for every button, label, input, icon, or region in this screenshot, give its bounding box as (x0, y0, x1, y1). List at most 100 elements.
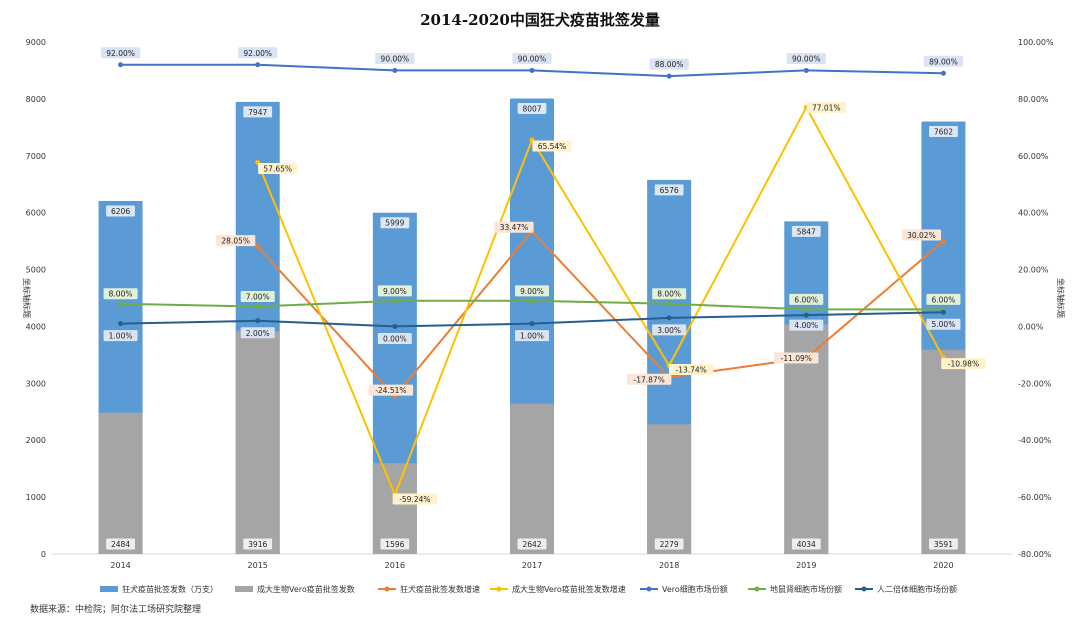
line-label-0-bg (494, 221, 534, 233)
line-label-0-bg (368, 384, 414, 396)
line-point-2 (392, 67, 398, 73)
bar-total-label-bg (106, 205, 135, 217)
line-series-1 (256, 105, 945, 498)
line-label-3: 8.00% (109, 290, 133, 299)
line-label-2-bg (375, 52, 415, 64)
line-label-3: 7.00% (246, 293, 270, 302)
y-left-tick-label: 9000 (26, 38, 46, 47)
legend-swatch-bar (100, 586, 118, 592)
legend-swatch-marker (496, 586, 502, 592)
y-right-tick-label: 60.00% (1018, 152, 1049, 161)
line-label-0-bg (774, 352, 819, 364)
line-label-4: 2.00% (246, 329, 270, 338)
y-right-tick-label: 0.00% (1018, 322, 1044, 331)
legend-label: 地鼠肾细胞市场份额 (770, 584, 842, 594)
line-point-4 (255, 318, 261, 324)
x-tick-label: 2018 (659, 561, 679, 570)
line-label-2: 90.00% (381, 54, 410, 63)
x-tick-label: 2019 (796, 561, 816, 570)
line-series-0 (256, 229, 945, 398)
y-left-tick-label: 8000 (26, 95, 46, 104)
line-point-2 (529, 67, 535, 73)
bar-total-label: 7602 (934, 128, 953, 137)
x-tick-label: 2016 (385, 561, 405, 570)
line-label-0: 28.05% (221, 237, 250, 246)
line-label-2-bg (512, 52, 552, 64)
source-note: 数据来源：中检院；阿尔法工场研究院整理 (30, 603, 201, 615)
line-label-4-bg (652, 324, 687, 336)
line-label-4-bg (515, 330, 549, 342)
line-point-4 (118, 321, 124, 327)
line-label-4: 0.00% (383, 334, 407, 343)
line-label-1-bg (668, 364, 714, 376)
line-point-4 (392, 323, 398, 329)
line-label-1-bg (532, 140, 572, 152)
line-label-3: 9.00% (383, 287, 407, 296)
y-left-tick-label: 1000 (26, 493, 46, 502)
line-label-3: 6.00% (794, 295, 818, 304)
line-label-0-bg (901, 229, 942, 241)
line-point-2 (255, 62, 261, 68)
bar-vero (235, 331, 280, 554)
bar-vero (921, 349, 966, 554)
y-right-tick-label: 20.00% (1018, 266, 1049, 275)
bar-vero-label: 2279 (660, 540, 679, 549)
line-label-4: 1.00% (109, 332, 133, 341)
line-label-3-bg (515, 285, 549, 297)
line-label-1: 77.01% (812, 103, 841, 112)
line-label-0: 33.47% (500, 223, 529, 232)
bar-vero-label-bg (243, 538, 273, 550)
line-point-3 (392, 298, 398, 304)
bar-total-label: 7947 (248, 108, 267, 117)
line-label-3: 6.00% (932, 295, 956, 304)
line-label-1-bg (806, 101, 846, 113)
line-label-2: 90.00% (518, 54, 547, 63)
y-left-tick-label: 6000 (26, 209, 46, 218)
line-label-3-bg (240, 291, 275, 303)
line-label-0: -17.87% (633, 375, 664, 384)
y-right-tick-label: -80.00% (1018, 550, 1052, 559)
bar-vero-label-bg (517, 538, 547, 550)
x-tick-label: 2017 (522, 561, 542, 570)
y-left-tick-label: 4000 (26, 322, 46, 331)
x-tick-label: 2015 (248, 561, 268, 570)
line-label-4-bg (377, 332, 412, 344)
bar-vero-label: 1596 (385, 540, 404, 549)
bar-total-label-bg (654, 184, 684, 196)
legend-label: 狂犬疫苗批签发数（万支） (122, 584, 218, 594)
line-point-3 (803, 306, 809, 312)
line-label-1-bg (392, 493, 438, 505)
line-label-0: -11.09% (781, 354, 812, 363)
bar-total-label: 5847 (797, 227, 816, 236)
legend-swatch-marker (754, 586, 760, 592)
line-point-3 (529, 298, 535, 304)
bar-total-label-bg (929, 126, 958, 138)
line-label-3-bg (377, 285, 412, 297)
legend-label: 成大生物Vero疫苗批签发数 (257, 584, 355, 594)
line-label-3-bg (789, 293, 824, 305)
legend-label: 成大生物Vero疫苗批签发数增速 (512, 584, 626, 594)
line-point-3 (118, 301, 124, 307)
line-label-3: 9.00% (520, 287, 544, 296)
line-label-4: 3.00% (657, 326, 681, 335)
line-point-2 (118, 62, 124, 68)
line-label-4-bg (926, 318, 961, 330)
bar-total-label-bg (243, 106, 273, 118)
y-left-tick-label: 2000 (26, 436, 46, 445)
bar-vero (510, 403, 554, 554)
line-point-2 (940, 70, 946, 76)
bar-total-label: 6576 (660, 186, 679, 195)
line-label-3-bg (926, 293, 961, 305)
legend-swatch-bar (235, 586, 253, 592)
bar-total-label-bg (380, 217, 410, 229)
y-right-tick-label: 100.00% (1018, 38, 1054, 47)
y-left-tick-label: 0 (41, 550, 46, 559)
legend-label: 狂犬疫苗批签发数增速 (400, 584, 480, 594)
line-point-3 (255, 304, 261, 310)
bar-vero-label: 2484 (111, 540, 130, 549)
line-label-1: 57.65% (263, 164, 292, 173)
line-label-4-bg (103, 330, 138, 342)
line-label-4: 4.00% (794, 321, 818, 330)
line-label-3-bg (103, 288, 138, 300)
